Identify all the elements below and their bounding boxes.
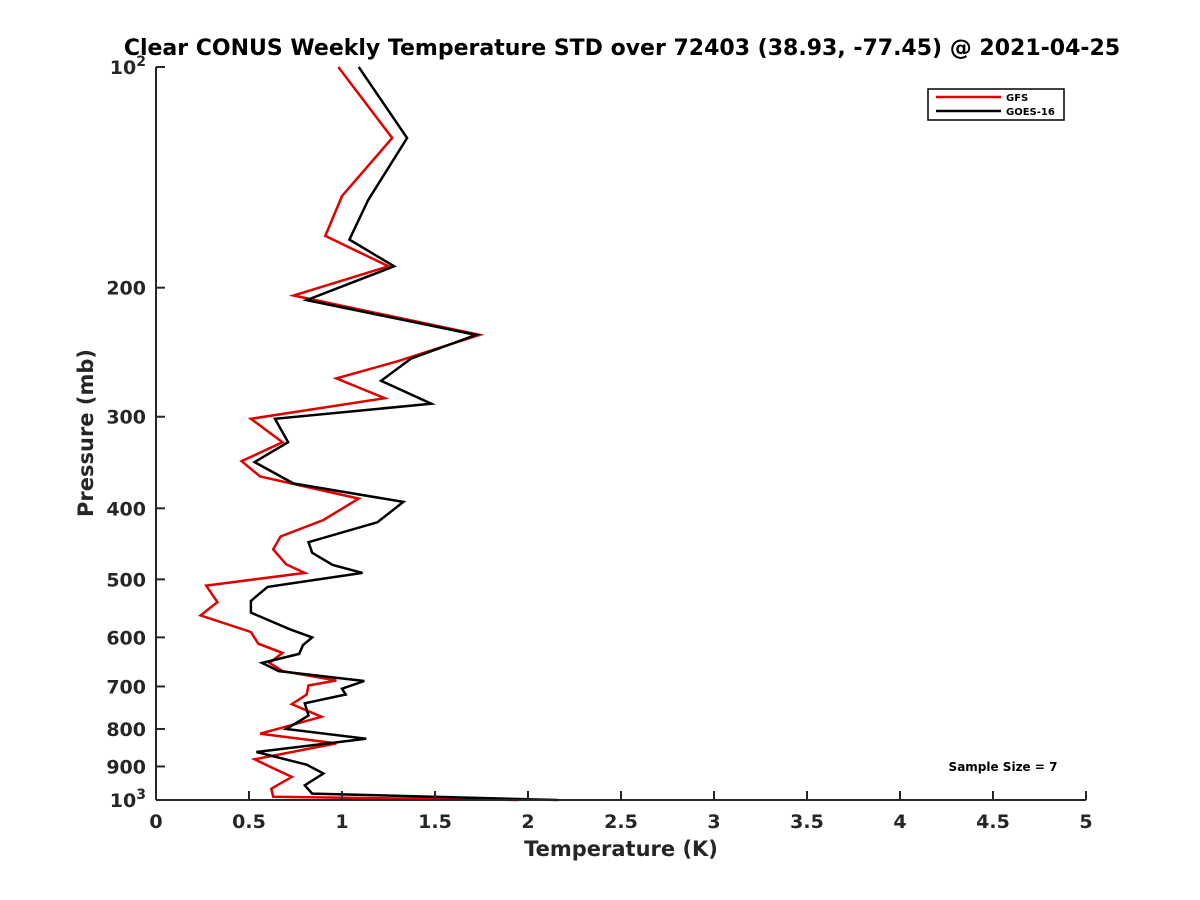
x-tick-label: 4	[893, 811, 906, 833]
sample-size-annotation: Sample Size = 7	[949, 760, 1058, 774]
x-tick-label: 2	[521, 811, 534, 833]
y-tick-label: 400	[106, 498, 146, 520]
y-tick-label: 700	[106, 676, 146, 698]
x-ticks: 0 0.5 1 1.5 2 2.5 3 3.5 4 4.5 5	[149, 791, 1093, 833]
legend: GFS GOES-16	[927, 88, 1065, 121]
x-tick-label: 1.5	[418, 811, 452, 833]
y-axis-title: Pressure (mb)	[74, 349, 98, 517]
legend-label-gfs: GFS	[1006, 93, 1028, 104]
y-tick-label: 300	[106, 407, 146, 429]
y-tick-label: 900	[106, 756, 146, 778]
x-tick-label: 0.5	[232, 811, 266, 833]
y-tick-label: 103	[110, 787, 146, 812]
y-tick-label: 102	[110, 54, 146, 79]
chart-title: Clear CONUS Weekly Temperature STD over …	[124, 36, 1120, 61]
x-tick-label: 4.5	[976, 811, 1010, 833]
x-tick-label: 5	[1079, 811, 1092, 833]
x-tick-label: 3	[707, 811, 720, 833]
x-tick-label: 2.5	[604, 811, 638, 833]
x-tick-label: 0	[149, 811, 162, 833]
series-line-goes16	[249, 66, 558, 802]
series-layer	[198, 66, 558, 802]
legend-box	[927, 88, 1065, 121]
x-axis-title: Temperature (K)	[524, 837, 718, 861]
y-tick-label: 500	[106, 569, 146, 591]
y-ticks: 102 200 300 400 500 600 700 800 900 103	[106, 54, 165, 812]
x-tick-label: 3.5	[790, 811, 824, 833]
y-tick-label: 800	[106, 719, 146, 741]
y-tick-label: 600	[106, 627, 146, 649]
legend-label-goes16: GOES-16	[1006, 107, 1055, 118]
x-tick-label: 1	[335, 811, 348, 833]
y-tick-label: 200	[106, 278, 146, 300]
